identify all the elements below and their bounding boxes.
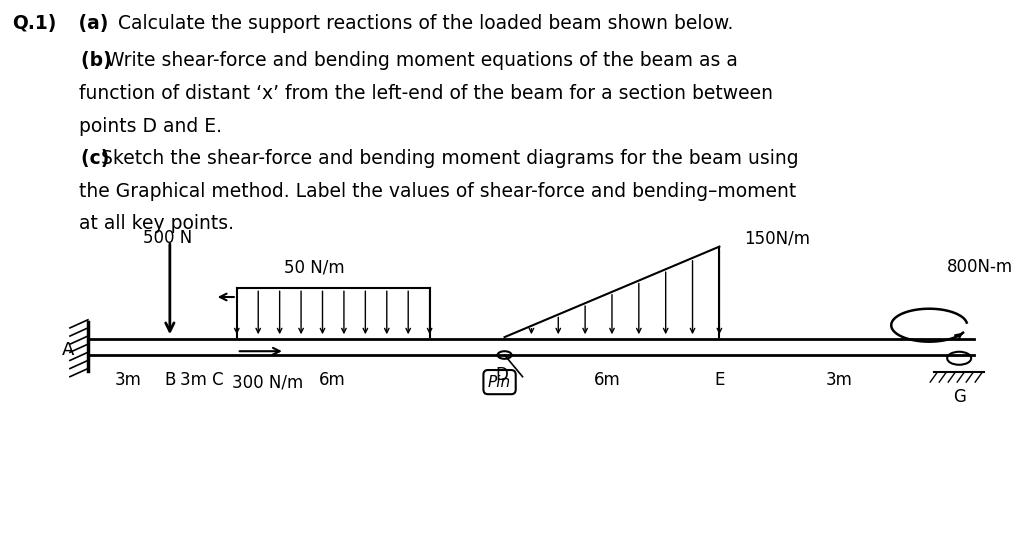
Text: 3m: 3m [825,371,853,389]
Text: 6m: 6m [319,371,346,389]
Text: 50 N/m: 50 N/m [285,259,345,276]
Text: function of distant ‘x’ from the left-end of the beam for a section between: function of distant ‘x’ from the left-en… [55,84,773,103]
Text: 300 N/m: 300 N/m [231,374,303,392]
Text: 6m: 6m [594,371,621,389]
Text: A: A [61,340,74,359]
Text: points D and E.: points D and E. [55,117,222,136]
Text: Q.1): Q.1) [12,14,56,33]
Text: (c): (c) [55,149,110,168]
Text: at all key points.: at all key points. [55,214,233,233]
Text: Write shear-force and bending moment equations of the beam as a: Write shear-force and bending moment equ… [100,51,737,70]
Text: 3m C: 3m C [180,371,223,389]
Text: 500 N: 500 N [143,229,193,247]
Text: 3m: 3m [115,371,141,389]
Text: (b): (b) [55,51,112,70]
Text: G: G [952,388,966,405]
Text: E: E [714,371,725,389]
Text: (a): (a) [72,14,115,33]
Text: Calculate the support reactions of the loaded beam shown below.: Calculate the support reactions of the l… [118,14,733,33]
Text: Sketch the shear-force and bending moment diagrams for the beam using: Sketch the shear-force and bending momen… [95,149,799,168]
Text: 150N/m: 150N/m [744,229,810,248]
Text: the Graphical method. Label the values of shear-force and bending–moment: the Graphical method. Label the values o… [55,182,797,201]
Text: D: D [496,366,508,384]
Text: 800N-m: 800N-m [947,259,1014,276]
Text: Pin: Pin [488,375,511,390]
Text: B: B [164,371,175,389]
